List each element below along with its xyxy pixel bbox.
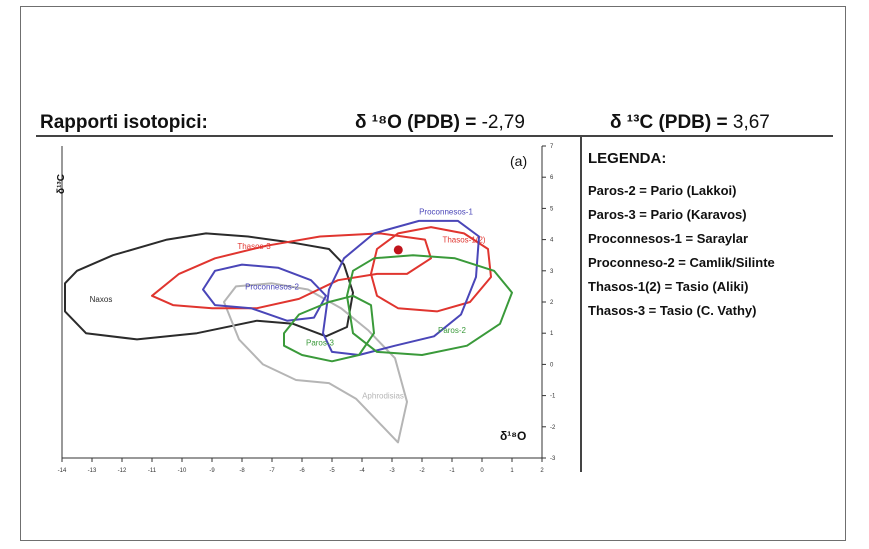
delta-o-header: δ ¹⁸O (PDB) = -2,79 [355, 112, 525, 134]
header-title: Rapporti isotopici: [40, 112, 208, 133]
y-tick-label: 5 [550, 206, 554, 212]
y-tick-label: 7 [550, 144, 554, 150]
vertical-divider [580, 136, 582, 472]
field-label-naxos: Naxos [90, 295, 113, 304]
panel-label: (a) [510, 153, 527, 169]
x-tick-label: -3 [389, 468, 395, 474]
field-aphrodisias [223, 282, 408, 444]
x-tick-label: -11 [148, 468, 157, 474]
y-axis-label: δ¹³C [56, 174, 67, 194]
legend-item-paros-3: Paros-3 = Pario (Karavos) [588, 207, 747, 222]
legend-title: LEGENDA: [588, 150, 667, 167]
field-naxos [64, 232, 354, 341]
field-label-aphrodisias: Aphrodisias [362, 392, 404, 401]
x-tick-label: -5 [329, 468, 335, 474]
y-tick-label: 3 [550, 269, 554, 275]
x-tick-label: -12 [118, 468, 127, 474]
delta-o-value: -2,79 [481, 112, 525, 133]
x-tick-label: -6 [299, 468, 305, 474]
x-tick-label: 0 [480, 468, 484, 474]
field-proconnesos-1 [322, 219, 480, 356]
y-tick-label: 1 [550, 331, 554, 337]
x-tick-label: -13 [88, 468, 97, 474]
x-tick-label: -1 [449, 468, 455, 474]
field-paros-2 [346, 254, 513, 356]
y-tick-label: 2 [550, 300, 554, 306]
x-tick-label: -7 [269, 468, 275, 474]
x-tick-label: 1 [510, 468, 514, 474]
frame [20, 6, 846, 541]
field-thasos-1-2 [370, 226, 492, 313]
x-tick-label: -4 [359, 468, 365, 474]
legend-item-proconnesos-1: Proconnesos-1 = Saraylar [588, 231, 749, 246]
x-tick-label: 2 [540, 468, 544, 474]
delta-o-label: δ ¹⁸O (PDB) = [355, 112, 477, 133]
sample-point [393, 245, 403, 255]
field-label-paros-2: Paros-2 [438, 326, 467, 335]
y-tick-label: -3 [550, 456, 556, 462]
field-label-paros-3: Paros-3 [306, 339, 335, 348]
legend: LEGENDA: Paros-2 = Pario (Lakkoi) Paros-… [588, 150, 775, 323]
x-tick-label: -8 [239, 468, 245, 474]
delta-c-label: δ ¹³C (PDB) = [610, 112, 728, 133]
y-tick-label: 6 [550, 175, 554, 181]
y-tick-label: 4 [550, 238, 554, 244]
x-tick-label: -2 [419, 468, 425, 474]
field-label-thasos-1-2: Thasos-1(2) [442, 236, 485, 245]
x-axis-label: δ¹⁸O [500, 429, 526, 443]
delta-c-value: 3,67 [732, 112, 770, 133]
legend-item-thasos-1-2: Thasos-1(2) = Tasio (Aliki) [588, 279, 749, 294]
field-paros-3 [283, 294, 375, 363]
x-tick-label: -14 [58, 468, 67, 474]
y-tick-label: -1 [550, 394, 556, 400]
legend-item-proconneso-2: Proconneso-2 = Camlik/Silinte [588, 255, 775, 270]
legend-item-paros-2: Paros-2 = Pario (Lakkoi) [588, 183, 737, 198]
x-tick-label: -10 [178, 468, 187, 474]
isotope-plot: Naxos Aphrodisias Thasos-3 Thasos-1(2) Proco… [56, 144, 556, 474]
field-label-proconnesos-1: Proconnesos-1 [419, 208, 473, 217]
header-divider [36, 135, 833, 137]
field-thasos-3 [151, 232, 432, 310]
x-tick-label: -9 [209, 468, 215, 474]
legend-item-thasos-3: Thasos-3 = Tasio (C. Vathy) [588, 303, 757, 318]
y-tick-label: 0 [550, 362, 554, 368]
y-tick-label: -2 [550, 425, 556, 431]
field-label-proconnesos-2: Proconnesos-2 [245, 283, 299, 292]
field-proconnesos-2 [202, 263, 327, 322]
field-label-thasos-3: Thasos-3 [237, 242, 271, 251]
delta-c-header: δ ¹³C (PDB) = 3,67 [610, 112, 770, 134]
